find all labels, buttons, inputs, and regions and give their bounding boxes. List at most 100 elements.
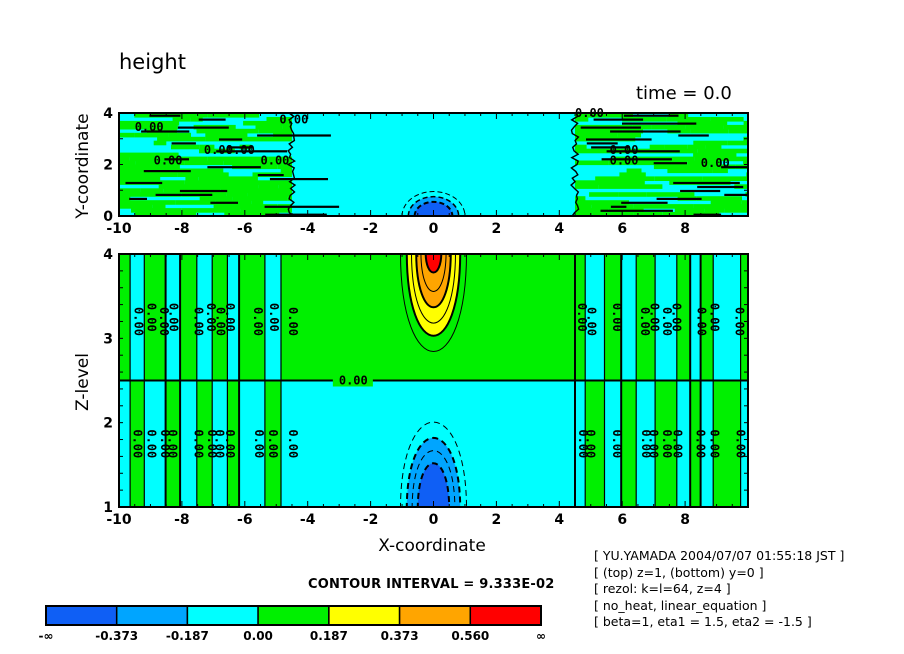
bottom-panel-y-axis-label: Z-level xyxy=(73,353,93,411)
bottom-vertical-contour-label: 0.00 xyxy=(638,307,652,336)
top-band-cell xyxy=(587,132,618,138)
top-band-cell xyxy=(243,180,292,185)
bottom-vertical-contour-label: 0.00 xyxy=(660,429,674,458)
bottom-vertical-contour-label: 0.00 xyxy=(223,303,237,332)
colorbar-tick-label: 0.560 xyxy=(451,629,489,643)
time-label: time = 0.0 xyxy=(636,83,732,104)
bottom-panel-y-tick-labels: 1 2 3 4 xyxy=(103,247,113,516)
top-band-cell xyxy=(251,200,264,205)
top-band-cell xyxy=(575,184,599,189)
bottom-stripe-lower xyxy=(264,380,281,507)
y-tick-label: 3 xyxy=(103,331,113,347)
figure-title: height xyxy=(119,50,186,74)
top-contour-streak xyxy=(207,166,261,169)
colorbar-tick-label: -0.187 xyxy=(166,629,209,643)
bottom-vertical-contour-label: 0.00 xyxy=(165,429,179,458)
top-panel-x-tick-labels: -10 -8 -6 -4 -2 0 2 4 6 8 xyxy=(106,221,690,237)
bottom-vertical-contour-label: 0.00 xyxy=(707,303,721,332)
top-band-cell xyxy=(622,117,667,122)
top-band-cell xyxy=(140,188,164,193)
top-band-cell xyxy=(198,176,258,181)
bottom-stripe-lower xyxy=(130,380,145,507)
x-tick-label: -2 xyxy=(363,512,379,528)
top-band-cell xyxy=(598,184,663,189)
top-band-cell xyxy=(649,144,665,150)
top-band-cell xyxy=(177,172,229,177)
top-band-cell xyxy=(595,176,655,181)
top-band-cell xyxy=(207,113,260,118)
top-contour-streak xyxy=(125,181,163,185)
top-band-cell xyxy=(693,140,728,146)
bottom-plume-contour-1 xyxy=(405,254,462,337)
x-tick-label: 2 xyxy=(492,221,502,237)
top-contour-streak xyxy=(622,122,697,125)
top-contour-streak xyxy=(164,158,189,161)
top-band-cell xyxy=(710,200,742,205)
x-tick-label: 8 xyxy=(680,221,690,237)
top-band-cell xyxy=(277,164,292,170)
bottom-plume-contour-5 xyxy=(424,254,443,274)
colorbar-swatch xyxy=(186,605,259,626)
top-band-cell xyxy=(745,204,748,209)
top-band-cell xyxy=(196,128,259,134)
top-band-cell xyxy=(575,200,629,205)
y-tick-label: 4 xyxy=(103,106,113,122)
colorbar-swatch xyxy=(328,605,401,626)
top-band-cell xyxy=(119,164,180,170)
bottom-stripe-lower xyxy=(196,380,213,507)
top-band-cell xyxy=(653,164,710,170)
bottom-vertical-contour-label: 0.00 xyxy=(576,429,590,458)
top-band-cell xyxy=(199,196,233,201)
bottom-plume-fill-3 xyxy=(416,254,451,308)
bottom-stripe-lower xyxy=(621,380,637,507)
top-band-cell xyxy=(258,128,292,134)
top-contour-streak xyxy=(656,197,702,200)
top-contour-streak xyxy=(601,158,672,161)
bottom-stripe-upper xyxy=(196,254,213,381)
top-band-cell xyxy=(575,160,609,166)
x-tick-label: -4 xyxy=(300,221,316,237)
top-band-cell xyxy=(224,212,280,216)
bottom-zero-contour-label: 0.00 xyxy=(339,374,368,388)
top-band-cell xyxy=(269,208,292,213)
bottom-vertical-contour-label: 0.00 xyxy=(157,307,171,336)
top-contour-streak xyxy=(257,174,284,177)
bottom-stripe-upper xyxy=(713,254,741,381)
colorbar-tick-label: -0.373 xyxy=(95,629,138,643)
meta-line-physics: [ no_heat, linear_equation ] xyxy=(594,597,767,613)
top-band-cell xyxy=(575,128,623,134)
top-band-cell xyxy=(662,212,720,216)
top-contour-streak xyxy=(678,134,709,137)
bottom-vertical-contour-label: 0.00 xyxy=(144,303,158,332)
x-tick-label: -2 xyxy=(363,221,379,237)
top-band-cell xyxy=(119,200,176,205)
x-tick-label: 4 xyxy=(554,512,564,528)
bottom-plume-contour-3 xyxy=(415,254,452,309)
bottom-stripe-upper xyxy=(227,254,240,381)
bottom-vertical-contour-label: 0.00 xyxy=(286,429,300,458)
top-band-cell xyxy=(134,132,169,138)
top-contour-streak xyxy=(179,189,228,193)
bottom-vertical-contour-label: 0.00 xyxy=(670,303,684,332)
top-contour-streak xyxy=(143,170,191,173)
bottom-vertical-contour-label: 0.00 xyxy=(204,303,218,332)
top-band-cell xyxy=(696,196,742,201)
bottom-vertical-contour-label: 0.00 xyxy=(585,307,599,336)
bottom-vertical-contour-label: 0.00 xyxy=(267,303,281,332)
top-band-cell xyxy=(190,117,203,122)
bottom-zero-label-bg xyxy=(332,373,373,387)
top-band-cell xyxy=(232,136,286,142)
colorbar-tick-label: 0.00 xyxy=(243,629,273,643)
top-band-cell xyxy=(196,113,207,118)
top-band-cell xyxy=(589,192,619,197)
bottom-vertical-contour-label: 0.00 xyxy=(707,429,721,458)
top-band-cell xyxy=(199,144,215,150)
top-contour-streak xyxy=(129,197,147,200)
x-tick-label: -10 xyxy=(106,512,132,528)
top-contour-streak xyxy=(697,185,744,189)
x-tick-label: -10 xyxy=(106,221,132,237)
top-band-cell xyxy=(175,200,216,205)
colorbar-tick-label: 0.187 xyxy=(310,629,348,643)
top-band-cell xyxy=(220,188,277,193)
top-band-cell xyxy=(697,148,748,154)
